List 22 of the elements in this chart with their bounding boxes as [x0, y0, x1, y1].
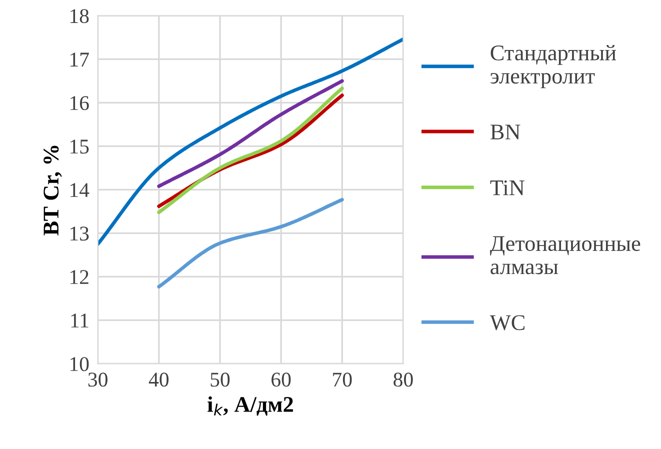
- y-tick-label: 12: [70, 270, 88, 284]
- y-tick-label: 11: [71, 314, 88, 328]
- y-tick-label: 18: [70, 9, 89, 24]
- x-tick-label: 50: [210, 372, 230, 387]
- x-tick-label: 80: [394, 372, 413, 387]
- legend-label: BN: [490, 124, 520, 140]
- x-tick-label: 70: [333, 372, 352, 387]
- legend-label: TiN: [490, 180, 524, 196]
- y-tick-label: 14: [70, 183, 90, 197]
- y-tick-label: 10: [70, 357, 89, 372]
- x-tick-label: 40: [148, 372, 169, 387]
- legend-label: Детонационные алмазы: [490, 236, 640, 274]
- y-tick-label: 17: [70, 52, 89, 66]
- x-axis-title: i$_{k}$, А/дм2: [208, 396, 293, 416]
- y-tick-label: 13: [70, 226, 89, 241]
- legend-label: WC: [490, 315, 524, 330]
- y-tick-label: 16: [70, 96, 89, 110]
- x-tick-label: 30: [88, 372, 108, 387]
- legend-label: Стандартный электролит: [490, 44, 616, 88]
- y-axis-title: ВТ Cr, %: [44, 146, 62, 236]
- y-tick-label: 15: [70, 140, 89, 154]
- x-tick-label: 60: [272, 372, 291, 387]
